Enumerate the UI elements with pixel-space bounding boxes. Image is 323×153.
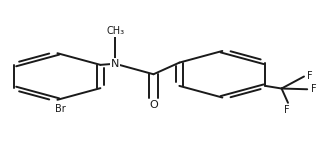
Text: O: O [149, 100, 158, 110]
Text: F: F [284, 105, 289, 115]
Text: F: F [311, 84, 317, 94]
Text: N: N [111, 59, 119, 69]
Text: Br: Br [55, 104, 66, 114]
Text: CH₃: CH₃ [106, 26, 124, 36]
Text: F: F [307, 71, 313, 81]
